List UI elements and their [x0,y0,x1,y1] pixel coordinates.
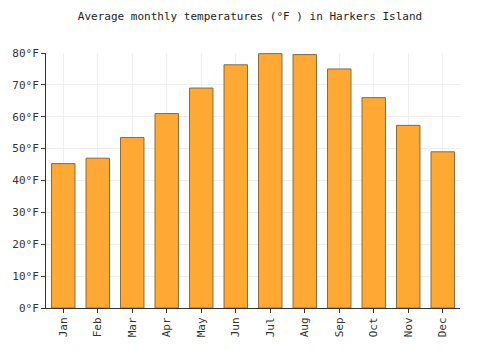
svg-text:Feb: Feb [91,317,104,337]
svg-text:Mar: Mar [126,317,139,337]
svg-text:10°F: 10°F [12,270,39,283]
svg-text:60°F: 60°F [12,111,39,124]
svg-text:Average monthly temperatures (: Average monthly temperatures (°F ) in Ha… [78,10,422,23]
svg-text:Oct: Oct [367,317,380,337]
svg-text:May: May [195,317,208,337]
svg-text:70°F: 70°F [12,79,39,92]
svg-text:Apr: Apr [160,317,173,337]
svg-text:Aug: Aug [298,317,311,337]
svg-text:Jul: Jul [264,317,277,337]
svg-text:20°F: 20°F [12,238,39,251]
svg-text:Jan: Jan [57,317,70,337]
svg-text:30°F: 30°F [12,206,39,219]
svg-text:Sep: Sep [333,317,346,337]
svg-text:0°F: 0°F [19,302,39,315]
svg-text:50°F: 50°F [12,142,39,155]
svg-text:80°F: 80°F [12,47,39,60]
svg-text:40°F: 40°F [12,174,39,187]
svg-text:Jun: Jun [229,317,242,337]
svg-text:Dec: Dec [436,317,449,337]
svg-text:Nov: Nov [402,317,415,337]
